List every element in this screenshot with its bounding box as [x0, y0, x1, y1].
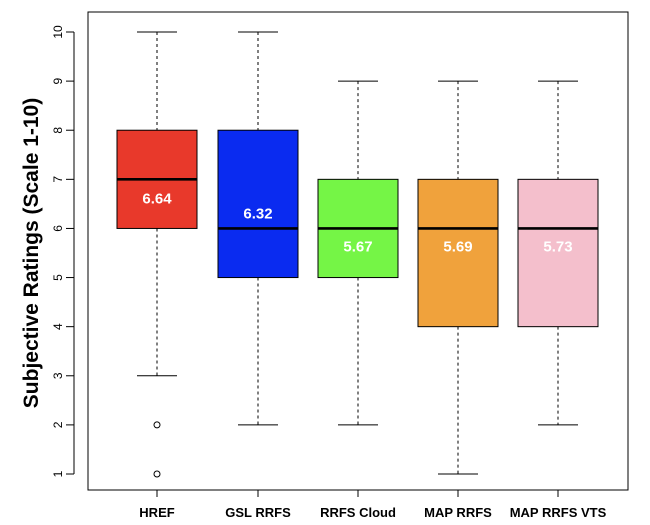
y-axis: 1 2 3 4 5 6 7 8 9 10 — [51, 25, 75, 477]
outlier-point — [153, 470, 161, 478]
box-map-rrfs-vts: 5.73 — [517, 80, 599, 426]
y-tick-label: 7 — [51, 176, 65, 183]
mean-value-label: 6.32 — [243, 205, 272, 222]
y-tick-label: 4 — [51, 323, 65, 330]
y-tick-label: 6 — [51, 225, 65, 232]
x-tick-label: HREF — [139, 505, 174, 520]
box-series: 6.64 6.32 5.67 5.69 5.73 — [116, 31, 599, 478]
y-tick-label: 3 — [51, 372, 65, 379]
x-tick-label: GSL RRFS — [225, 505, 291, 520]
y-axis-label: Subjective Ratings (Scale 1-10) — [20, 98, 43, 408]
box-href: 6.64 — [116, 31, 198, 478]
mean-value-label: 6.64 — [142, 190, 172, 207]
outlier-point — [153, 421, 161, 429]
x-tick-label: MAP RRFS — [424, 505, 492, 520]
mean-value-label: 5.69 — [443, 238, 472, 255]
y-tick-label: 10 — [51, 25, 65, 39]
x-tick-label: MAP RRFS VTS — [510, 505, 607, 520]
iqr-box — [417, 178, 499, 328]
y-tick-label: 9 — [51, 77, 65, 84]
box-map-rrfs: 5.69 — [417, 80, 499, 475]
y-tick-label: 2 — [51, 421, 65, 428]
iqr-box — [517, 178, 599, 328]
x-axis: HREF GSL RRFS RRFS Cloud MAP RRFS MAP RRFS V… — [139, 489, 607, 520]
y-tick-label: 1 — [51, 470, 65, 477]
y-tick-label: 5 — [51, 274, 65, 281]
mean-value-label: 5.73 — [543, 238, 572, 255]
box-rrfs-cloud: 5.67 — [317, 80, 399, 426]
box-gsl-rrfs: 6.32 — [217, 31, 299, 426]
mean-value-label: 5.67 — [343, 238, 372, 255]
y-tick-label: 8 — [51, 127, 65, 134]
x-tick-label: RRFS Cloud — [320, 505, 396, 520]
iqr-box — [217, 129, 299, 279]
